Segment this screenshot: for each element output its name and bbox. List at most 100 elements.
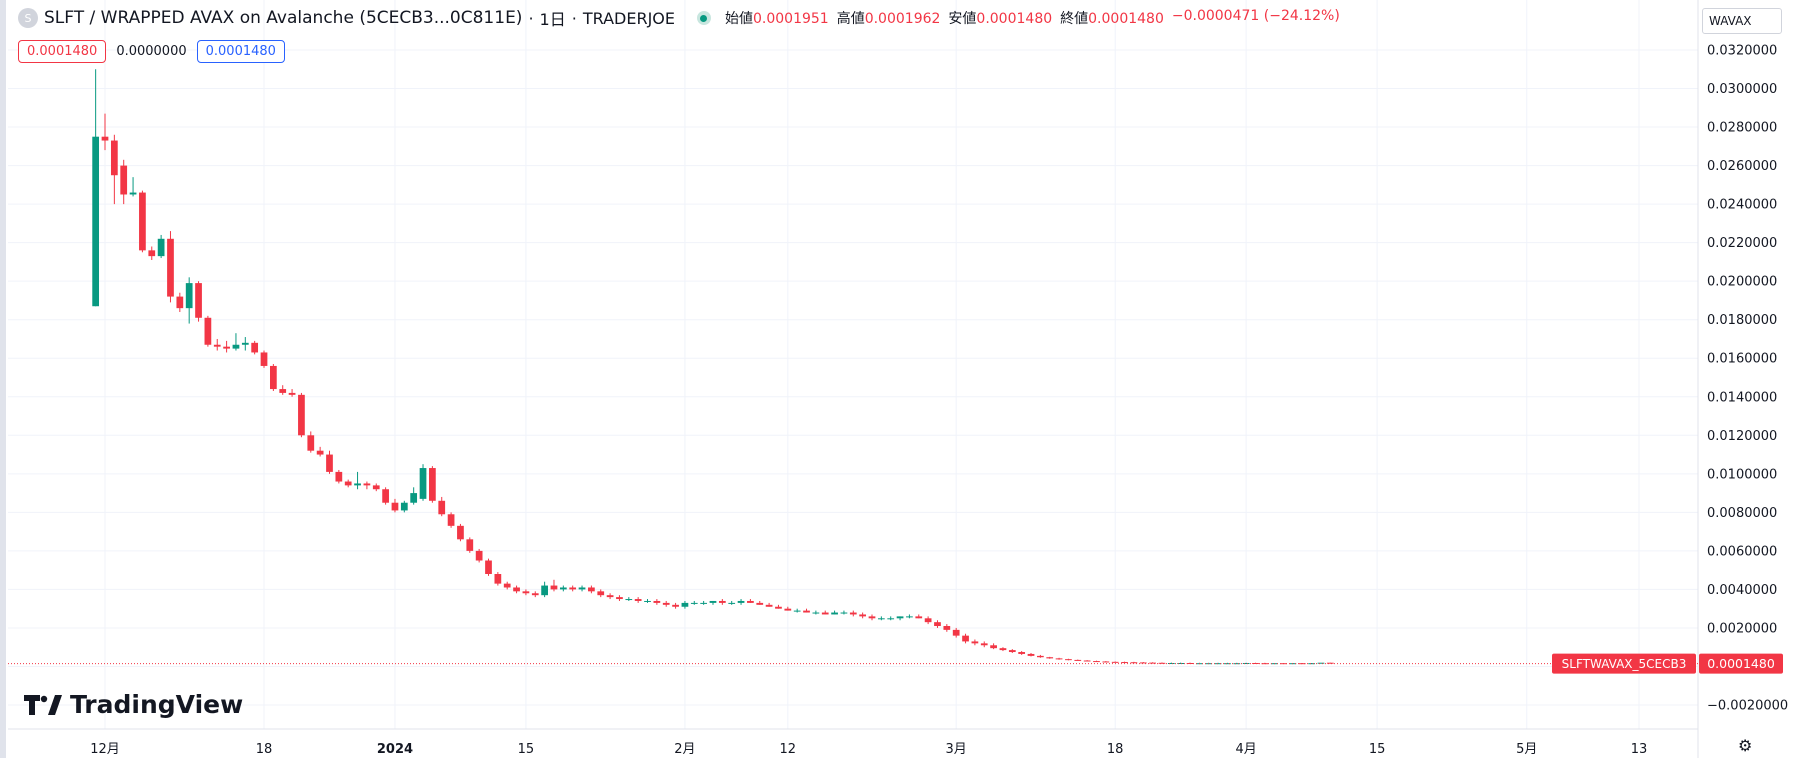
candle <box>737 599 745 605</box>
candle <box>288 389 296 397</box>
price-tick-label: 0.0040000 <box>1707 583 1777 598</box>
candle-body <box>1252 663 1259 665</box>
candle <box>195 281 202 322</box>
symbol-logo-icon[interactable]: S <box>18 8 38 28</box>
candle-body <box>915 616 923 619</box>
candle-body <box>606 595 614 598</box>
candle <box>578 585 586 592</box>
candle <box>1102 661 1110 663</box>
candle <box>1149 662 1156 664</box>
candle-body <box>485 560 492 574</box>
candle <box>513 585 520 594</box>
candle-body <box>1308 663 1315 665</box>
candle-body <box>120 165 128 195</box>
candle-body <box>672 604 679 607</box>
price-tick-label: 0.0100000 <box>1707 467 1777 482</box>
ohlc-high: 高値0.0001962 <box>836 11 941 27</box>
sell-price-box[interactable]: 0.0001480 <box>18 40 107 63</box>
price-tag-value: 0.0001480 <box>1707 656 1775 671</box>
candle <box>129 177 137 197</box>
candle <box>372 483 380 492</box>
interval-label[interactable]: 1日 <box>539 10 566 29</box>
time-tick-label: 2月 <box>674 742 695 757</box>
candle-body <box>597 591 605 596</box>
candle <box>1233 662 1241 665</box>
candle-body <box>101 136 109 141</box>
candle <box>260 350 268 368</box>
tradingview-logo-text: TradingView <box>70 690 244 719</box>
candle <box>569 585 577 592</box>
time-axis[interactable]: 12月 18 2024 15 2月 12 3月 18 4月 15 5月 13 <box>90 742 1647 757</box>
candle-body <box>625 599 633 601</box>
symbol-title[interactable]: SLFT / WRAPPED AVAX on Avalanche (5CECB3… <box>44 8 523 28</box>
candle <box>167 231 174 303</box>
candle-body <box>223 346 230 349</box>
candle <box>887 616 895 621</box>
candle <box>139 190 146 253</box>
candle-body <box>1224 663 1231 665</box>
candle <box>438 496 446 517</box>
candle <box>223 340 230 353</box>
candle-body <box>700 602 708 604</box>
candle <box>690 600 698 605</box>
candle-body <box>896 616 904 619</box>
candle <box>429 466 436 503</box>
candle <box>747 599 754 603</box>
ohlc-change: −0.0000471 (−24.12%) <box>1171 8 1340 24</box>
price-tick-label: 0.0280000 <box>1707 121 1777 136</box>
buy-price-box[interactable]: 0.0001480 <box>196 40 285 63</box>
gear-icon[interactable]: ⚙ <box>1738 736 1753 755</box>
price-axis[interactable]: 0.0320000 0.0300000 0.0280000 0.0260000 0.02… <box>1707 44 1788 714</box>
candle-body <box>569 587 577 590</box>
candle <box>962 633 969 644</box>
time-tick-label: 15 <box>1369 742 1386 757</box>
candle <box>176 292 184 312</box>
candle <box>1214 662 1222 665</box>
price-tick-label: 0.0020000 <box>1707 621 1777 636</box>
candle-body <box>457 525 464 540</box>
time-tick-label: 12月 <box>90 742 120 757</box>
candle-body <box>709 600 717 603</box>
candle <box>718 599 726 605</box>
candle <box>541 581 548 598</box>
candle <box>625 597 633 601</box>
candle-body <box>1046 657 1054 659</box>
candle <box>700 600 708 605</box>
candle <box>559 585 567 592</box>
candle <box>999 647 1007 652</box>
price-tick-label: 0.0120000 <box>1707 429 1777 444</box>
candle-body <box>513 587 520 592</box>
time-tick-label: 18 <box>1107 742 1124 757</box>
price-tag-symbol-bg <box>1552 653 1696 674</box>
tradingview-logo[interactable]: TradingView <box>24 690 243 719</box>
candle <box>101 113 109 151</box>
candle <box>326 450 333 474</box>
candle-body <box>747 600 754 603</box>
candle <box>765 602 773 607</box>
candle-body <box>962 635 969 642</box>
candle <box>447 512 455 528</box>
candle-body <box>344 481 352 486</box>
currency-selector[interactable]: WAVAX <box>1702 8 1782 34</box>
candle-body <box>887 618 895 620</box>
chart-header: S SLFT / WRAPPED AVAX on Avalanche (5CEC… <box>18 6 1340 30</box>
candle <box>241 337 249 351</box>
live-status-icon <box>696 11 711 25</box>
time-tick-label: 3月 <box>946 742 967 757</box>
candle-body <box>550 585 558 590</box>
candle <box>279 385 287 395</box>
candle <box>344 479 352 488</box>
candle <box>466 537 474 553</box>
candle <box>232 333 240 351</box>
candle-body <box>653 600 661 603</box>
candle <box>924 616 932 625</box>
time-tick-label: 5月 <box>1516 742 1537 757</box>
time-tick-label: 12 <box>780 742 797 757</box>
candle <box>503 581 511 590</box>
candle-body <box>737 600 745 603</box>
price-tag-value-bg <box>1699 653 1783 674</box>
candle-body <box>1111 661 1119 663</box>
candle-body <box>765 604 773 607</box>
candle-body <box>859 614 867 617</box>
